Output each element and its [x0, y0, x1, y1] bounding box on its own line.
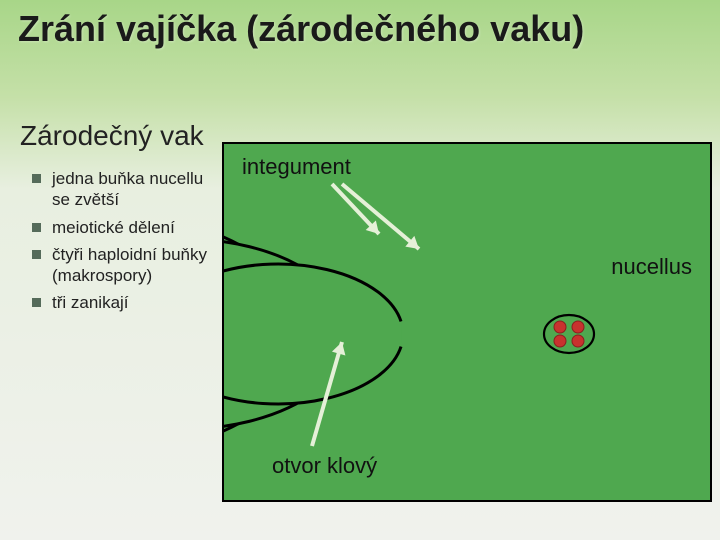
- list-item: meiotické dělení: [38, 217, 210, 238]
- list-item: čtyři haploidní buňky (makrospory): [38, 244, 210, 287]
- left-column: Zárodečný vak jedna buňka nucellu se zvě…: [20, 120, 210, 320]
- list-item: jedna buňka nucellu se zvětší: [38, 168, 210, 211]
- diagram-svg: [224, 144, 714, 504]
- ovule-diagram: integument nucellus otvor klový: [222, 142, 712, 502]
- slide: Zrání vajíčka (zárodečného vaku) Zárodeč…: [0, 0, 720, 540]
- subtitle: Zárodečný vak: [20, 120, 210, 152]
- page-title: Zrání vajíčka (zárodečného vaku): [18, 8, 702, 49]
- list-item: tři zanikají: [38, 292, 210, 313]
- bullet-list: jedna buňka nucellu se zvětší meiotické …: [20, 168, 210, 314]
